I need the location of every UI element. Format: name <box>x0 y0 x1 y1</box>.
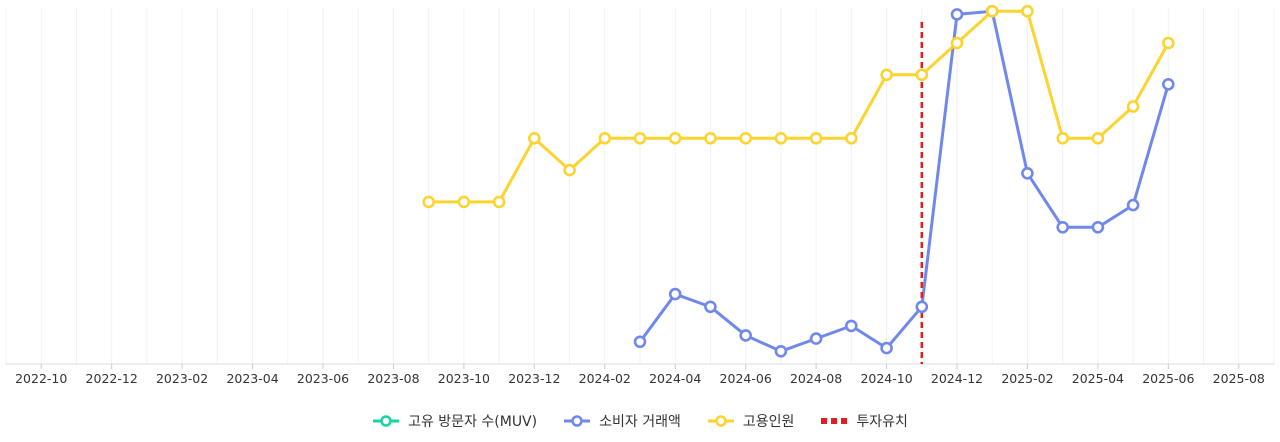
legend-dash-icon <box>821 418 848 424</box>
x-tick-label: 2022-12 <box>86 371 138 386</box>
legend-item[interactable]: 투자유치 <box>820 411 908 431</box>
legend-item[interactable]: 고유 방문자 수(MUV) <box>372 411 537 431</box>
x-tick-label: 2023-08 <box>367 371 419 386</box>
x-tick-label: 2023-04 <box>226 371 278 386</box>
data-point[interactable] <box>1091 132 1105 145</box>
data-point[interactable] <box>422 195 436 209</box>
data-point[interactable] <box>563 163 576 177</box>
data-point[interactable] <box>844 132 858 145</box>
data-point[interactable] <box>1021 4 1034 18</box>
data-point[interactable] <box>492 195 506 209</box>
data-point[interactable] <box>774 132 788 145</box>
x-axis-ticks: 2022-10 2022-12 2023-02 2023-04 2023-06 2023-… <box>15 364 1265 386</box>
data-point[interactable] <box>633 132 647 145</box>
data-point[interactable] <box>704 132 717 145</box>
data-point[interactable] <box>1126 100 1140 113</box>
legend-line-icon <box>707 415 734 427</box>
series-lines <box>427 9 1170 353</box>
x-tick-label: 2023-10 <box>438 371 490 386</box>
x-tick-label: 2025-06 <box>1142 371 1194 386</box>
data-point[interactable] <box>668 287 682 301</box>
data-point[interactable] <box>880 68 893 82</box>
x-tick-label: 2023-02 <box>156 371 208 386</box>
grid-lines <box>5 8 1275 364</box>
series-points <box>422 4 1175 358</box>
data-point[interactable] <box>1056 221 1069 234</box>
data-point[interactable] <box>809 332 823 345</box>
data-point[interactable] <box>880 341 893 355</box>
legend-line-icon <box>373 415 400 427</box>
x-tick-label: 2023-12 <box>508 371 560 386</box>
legend-item[interactable]: 고용인원 <box>707 411 795 431</box>
legend-label: 소비자 거래액 <box>599 414 681 430</box>
data-point[interactable] <box>844 319 858 333</box>
data-point[interactable] <box>774 344 788 358</box>
data-point[interactable] <box>633 335 647 349</box>
data-point[interactable] <box>1162 36 1175 50</box>
x-tick-label: 2025-02 <box>1001 371 1053 386</box>
data-point[interactable] <box>598 132 612 145</box>
x-tick-label: 2025-08 <box>1213 371 1265 386</box>
legend-label: 고용인원 <box>742 414 795 430</box>
data-point[interactable] <box>527 132 541 145</box>
series-line <box>427 9 1170 204</box>
data-point[interactable] <box>950 36 964 50</box>
data-point[interactable] <box>950 8 964 21</box>
x-tick-label: 2022-10 <box>15 371 67 386</box>
legend-label: 고유 방문자 수(MUV) <box>408 414 538 430</box>
data-point[interactable] <box>704 300 717 314</box>
x-tick-label: 2024-06 <box>720 371 772 386</box>
data-point[interactable] <box>668 132 682 145</box>
data-point[interactable] <box>1056 132 1069 145</box>
x-tick-label: 2023-06 <box>297 371 349 386</box>
legend-line-icon <box>564 415 591 427</box>
data-point[interactable] <box>915 68 929 82</box>
x-tick-label: 2024-10 <box>860 371 912 386</box>
x-tick-label: 2024-04 <box>649 371 701 386</box>
data-point[interactable] <box>1162 78 1175 91</box>
x-tick-label: 2024-12 <box>931 371 983 386</box>
x-tick-label: 2025-04 <box>1072 371 1124 386</box>
legend-item[interactable]: 소비자 거래액 <box>563 411 681 431</box>
data-point[interactable] <box>985 4 999 18</box>
legend-label: 투자유치 <box>856 414 908 430</box>
data-point[interactable] <box>809 132 823 145</box>
data-point[interactable] <box>1091 221 1105 234</box>
data-point[interactable] <box>739 132 753 145</box>
chart-legend: 고유 방문자 수(MUV) 소비자 거래액 고용인원 투자유치 <box>0 404 1280 438</box>
data-point[interactable] <box>1126 198 1140 212</box>
data-point[interactable] <box>739 329 753 342</box>
x-tick-label: 2024-08 <box>790 371 842 386</box>
data-point[interactable] <box>457 195 471 209</box>
series-line <box>638 9 1170 353</box>
data-point[interactable] <box>915 300 929 314</box>
x-tick-label: 2024-02 <box>579 371 631 386</box>
data-point[interactable] <box>1021 167 1034 180</box>
line-chart: 2022-10 2022-12 2023-02 2023-04 2023-06 2023-… <box>5 4 1275 386</box>
